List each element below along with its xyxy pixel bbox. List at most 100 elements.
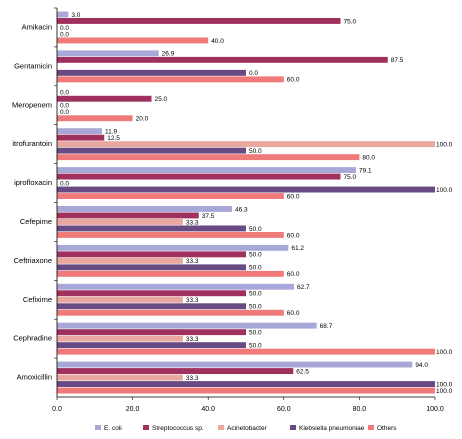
bar-streptococcus-sp--cefixime (57, 290, 246, 297)
data-label: 94.0 (415, 362, 428, 369)
data-label: 75.0 (344, 174, 357, 181)
data-label: 0.0 (60, 103, 69, 110)
legend-swatch (218, 425, 224, 430)
data-label: 0.0 (60, 25, 69, 32)
data-label: 20.0 (136, 116, 149, 123)
bar-streptococcus-sp--cephradine (57, 329, 246, 336)
data-label: 33.3 (186, 219, 199, 226)
bar-e-coli-ciprofloxacin (57, 167, 356, 173)
bar-others-ceftriaxone (57, 270, 284, 277)
data-label: 62.7 (297, 284, 310, 291)
legend: E. coli Streptococcus sp. Acinetobacter Kle… (95, 425, 397, 432)
data-label: 79.1 (359, 167, 372, 174)
data-label: 100.0 (436, 388, 453, 395)
bar-klebsiella-pneumoniae-gentamicin (57, 69, 246, 76)
category-label: iprofloxacin (14, 178, 52, 187)
data-label: 100.0 (436, 187, 453, 194)
bar-streptococcus-sp--gentamicin (57, 56, 388, 63)
bar-others-gentamicin (57, 76, 284, 83)
bar-others-cephradine (57, 348, 435, 355)
data-label: 60.0 (287, 232, 300, 239)
data-label: 46.3 (235, 206, 248, 213)
bar-streptococcus-sp--meropenem (57, 95, 152, 102)
data-label: 0.0 (60, 31, 69, 38)
bar-streptococcus-sp--cefepime (57, 212, 199, 219)
category-label: Ceftriaxone (14, 256, 52, 265)
bar-klebsiella-pneumoniae-ciprofloxacin (57, 186, 435, 193)
data-label: 33.3 (186, 375, 199, 382)
bar-klebsiella-pneumoniae-cefixime (57, 303, 246, 310)
data-label: 12.5 (107, 135, 120, 142)
bar-klebsiella-pneumoniae-cefepime (57, 225, 246, 232)
data-label: 26.9 (162, 51, 175, 58)
x-tick-labels-layer: 0.0 20.0 40.0 60.0 80.0 100.0 (52, 406, 444, 413)
legend-label: Acinetobacter (227, 425, 268, 432)
data-label: 33.3 (186, 258, 199, 265)
bar-streptococcus-sp--ciprofloxacin (57, 173, 341, 180)
data-label: 60.0 (287, 271, 300, 278)
bar-acinetobacter-nitrofurantoin (57, 141, 435, 148)
category-label: Meropenem (12, 100, 52, 109)
category-label: Cephradine (13, 334, 52, 343)
data-label: 33.3 (186, 336, 199, 343)
data-label: 60.0 (287, 310, 300, 317)
bar-e-coli-amikacin (57, 11, 69, 18)
data-label: 0.0 (60, 90, 69, 97)
data-label: 0.0 (60, 180, 69, 187)
legend-label: E. coli (104, 425, 122, 432)
bar-e-coli-ceftriaxone (57, 244, 289, 251)
bar-streptococcus-sp--nitrofurantoin (57, 134, 105, 141)
bar-klebsiella-pneumoniae-cephradine (57, 342, 246, 349)
data-label: 50.0 (249, 226, 262, 233)
legend-label: Others (377, 425, 397, 432)
data-label: 0.0 (60, 109, 69, 116)
category-label: Amoxicillin (17, 373, 52, 382)
category-label: itrofurantoin (12, 139, 52, 148)
data-label: 50.0 (249, 304, 262, 311)
bar-klebsiella-pneumoniae-ceftriaxone (57, 264, 246, 271)
bar-acinetobacter-cephradine (57, 335, 183, 342)
bar-streptococcus-sp--amikacin (57, 18, 341, 24)
data-label: 50.0 (249, 330, 262, 337)
data-label: 62.5 (296, 368, 309, 375)
data-label: 3.0 (71, 12, 80, 19)
data-label: 50.0 (249, 291, 262, 298)
data-label: 0.0 (249, 70, 258, 77)
axes-layer (54, 7, 436, 400)
legend-swatch (95, 425, 101, 430)
data-label: 61.2 (291, 245, 304, 252)
bar-acinetobacter-ceftriaxone (57, 257, 183, 264)
legend-swatch (368, 425, 374, 430)
data-label: 40.0 (211, 38, 224, 45)
category-label: Gentamicin (14, 61, 52, 70)
bar-streptococcus-sp--ceftriaxone (57, 251, 246, 258)
bars-layer (57, 11, 435, 394)
bar-e-coli-cefepime (57, 206, 233, 212)
data-label: 100.0 (436, 142, 453, 149)
x-tick-label: 0.0 (52, 406, 62, 413)
data-label: 100.0 (436, 381, 453, 388)
bar-klebsiella-pneumoniae-nitrofurantoin (57, 147, 246, 154)
legend-label: Streptococcus sp. (152, 425, 204, 432)
bar-others-ciprofloxacin (57, 193, 284, 199)
x-tick-label: 60.0 (277, 406, 291, 413)
bar-streptococcus-sp--amoxicillin (57, 368, 294, 374)
data-label: 60.0 (287, 77, 300, 84)
data-labels-layer: 3.075.00.00.040.026.987.50.060.00.025.00… (60, 12, 453, 395)
data-label: 50.0 (249, 148, 262, 155)
data-label: 50.0 (249, 265, 262, 272)
legend-swatch (290, 425, 296, 430)
bar-others-nitrofurantoin (57, 154, 360, 161)
bar-e-coli-cefixime (57, 283, 295, 290)
legend-label: Klebsiella pneumoniae (299, 425, 365, 432)
bar-acinetobacter-cefepime (57, 219, 183, 225)
bar-e-coli-nitrofurantoin (57, 128, 102, 135)
x-tick-label: 80.0 (353, 406, 367, 413)
bar-acinetobacter-cefixime (57, 296, 183, 303)
legend-swatch (143, 425, 149, 430)
category-label: Cefixime (23, 295, 52, 304)
data-label: 50.0 (249, 343, 262, 350)
x-tick-label: 100.0 (426, 406, 444, 413)
bar-others-meropenem (57, 115, 133, 122)
data-label: 37.5 (202, 213, 215, 220)
